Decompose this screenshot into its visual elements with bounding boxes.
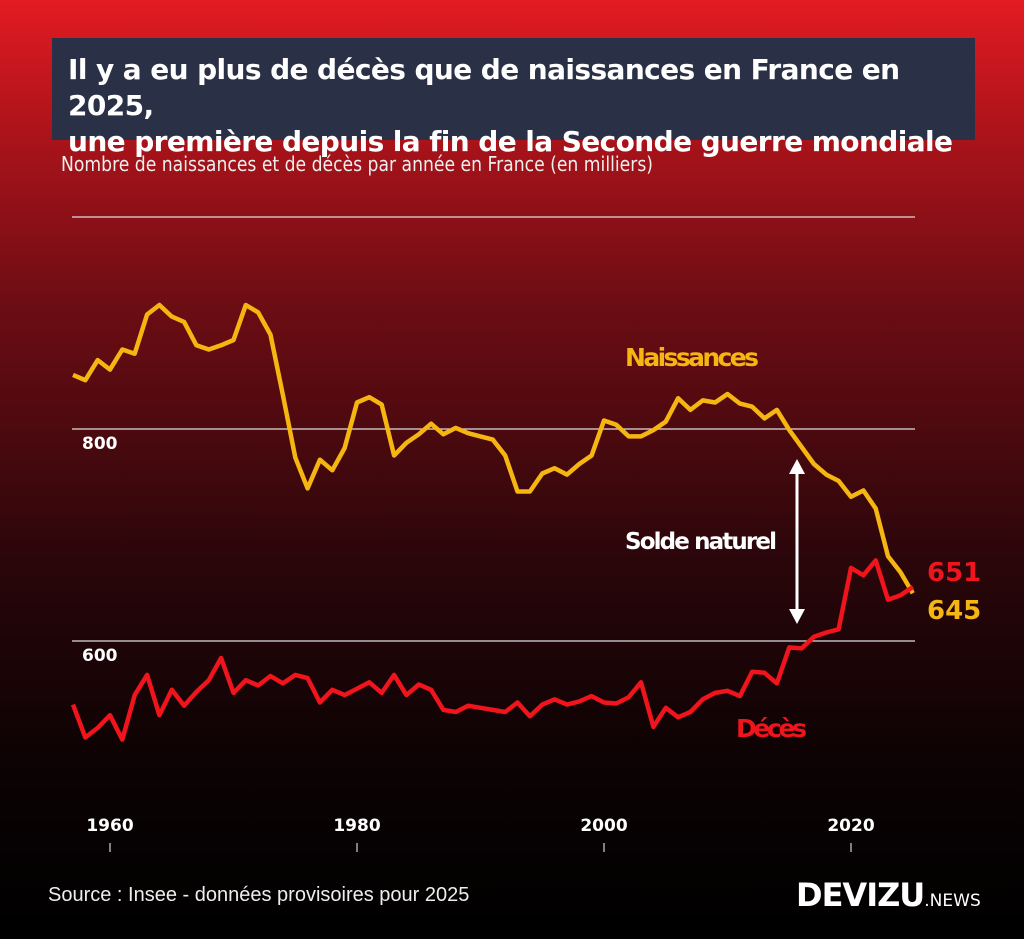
series-deaths — [70, 558, 915, 742]
series-label-deaths: Décès — [736, 714, 807, 743]
deaths-end-value: 651 — [927, 558, 981, 588]
solde-naturel-arrow-icon — [789, 459, 805, 624]
devizu-logo: DEVIZU.NEWS — [796, 876, 981, 914]
x-tick-label: 2020 — [827, 816, 874, 836]
title-box: Il y a eu plus de décès que de naissance… — [52, 38, 975, 158]
x-tick-label: 2000 — [580, 816, 627, 836]
logo-suffix: .NEWS — [924, 891, 981, 911]
chart-subtitle: Nombre de naissances et de décès par ann… — [61, 152, 653, 176]
series-births — [72, 302, 915, 595]
series-line-deaths — [70, 558, 915, 742]
y-tick-label: 800 — [82, 434, 118, 454]
logo-main: DEVIZU — [796, 876, 925, 914]
source-note: Source : Insee - données provisoires pou… — [48, 884, 470, 906]
solde-naturel-label: Solde naturel — [625, 529, 777, 555]
series-label-births: Naissances — [625, 343, 759, 372]
title-line-2: une première depuis la fin de la Seconde… — [68, 125, 953, 158]
x-tick-label: 1960 — [86, 816, 133, 836]
series-line-births — [72, 302, 915, 595]
y-tick-label: 600 — [82, 646, 118, 666]
x-tick-label: 1980 — [333, 816, 380, 836]
title-line-1: Il y a eu plus de décès que de naissance… — [68, 53, 900, 122]
births-end-value: 645 — [927, 596, 981, 626]
